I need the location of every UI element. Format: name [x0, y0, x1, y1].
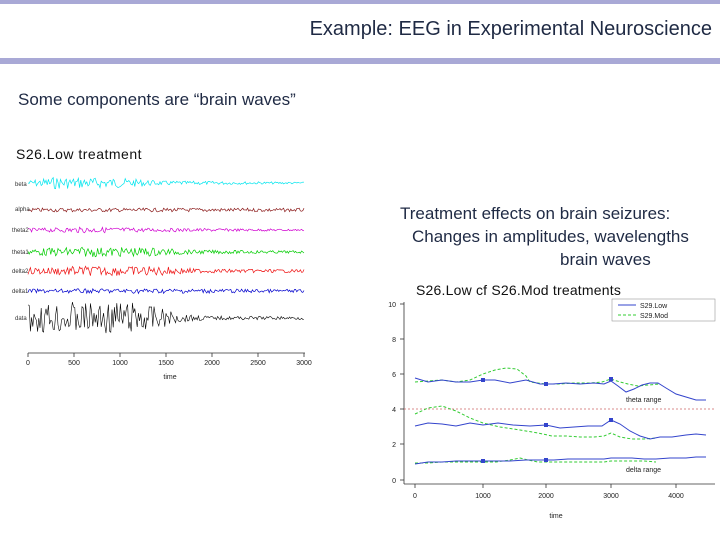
- trace-theta1: [27, 246, 305, 258]
- top-accent-bar: [0, 0, 720, 4]
- legend-label-mod: S29.Mod: [640, 313, 668, 320]
- treatment-comparison-plot: 0 2 4 6 8 10 0 1000 2000 3000 4000 time …: [388, 298, 716, 520]
- theta-range-curves: theta range: [414, 367, 706, 404]
- channel-label-theta2: theta2: [12, 228, 29, 234]
- slide-subtitle: Some components are “brain waves”: [18, 90, 296, 109]
- trace-theta2: [27, 226, 305, 234]
- left-x-tick-3000: 3000: [296, 360, 312, 367]
- treatment-markers: [481, 377, 613, 463]
- theta-range-label: theta range: [626, 397, 662, 404]
- right-y-tick-2: 2: [392, 442, 396, 449]
- left-x-tick-500: 500: [68, 360, 80, 367]
- channel-label-theta1: theta1: [12, 250, 29, 256]
- legend-label-low: S29.Low: [640, 303, 668, 310]
- slide-title: Example: EEG in Experimental Neuroscienc…: [309, 18, 712, 40]
- right-x-tick-2000: 2000: [538, 493, 554, 500]
- right-y-tick-10: 10: [388, 302, 396, 309]
- left-x-axis-label: time: [163, 374, 176, 381]
- mid-range-curves: [414, 405, 707, 440]
- trace-delta1: [27, 287, 305, 295]
- left-channel-labels: beta alpha theta2 theta1 delta2 delta1 d…: [12, 182, 30, 322]
- trace-beta: [27, 176, 305, 190]
- left-plot-label: S26.Low treatment: [16, 146, 143, 162]
- marker: [544, 423, 548, 427]
- marker: [609, 377, 613, 381]
- channel-label-delta2: delta2: [12, 269, 29, 275]
- left-x-tick-2500: 2500: [250, 360, 266, 367]
- right-text-line-3: brain waves: [560, 250, 651, 269]
- trace-alpha: [27, 207, 305, 213]
- left-x-ticks: 0 500 1000 1500 2000 2500 3000: [26, 353, 312, 367]
- title-rule: [0, 58, 720, 64]
- right-y-tick-8: 8: [392, 337, 396, 344]
- marker: [481, 378, 485, 382]
- right-text-line-2: Changes in amplitudes, wavelengths: [412, 227, 689, 246]
- marker: [544, 458, 548, 462]
- right-y-tick-0: 0: [392, 478, 396, 485]
- right-x-tick-4000: 4000: [668, 493, 684, 500]
- right-x-tick-0: 0: [413, 493, 417, 500]
- right-x-ticks: 0 1000 2000 3000 4000: [413, 484, 684, 500]
- left-x-tick-1000: 1000: [112, 360, 128, 367]
- marker: [544, 382, 548, 386]
- delta-range-curves: delta range: [414, 456, 706, 474]
- treatment-effects-text: Treatment effects on brain seizures: Cha…: [390, 202, 715, 271]
- right-y-tick-4: 4: [392, 407, 396, 414]
- channel-label-delta1: delta1: [12, 289, 29, 295]
- right-legend: S29.Low S29.Mod: [611, 298, 716, 322]
- right-x-tick-1000: 1000: [475, 493, 491, 500]
- trace-data: [27, 302, 305, 334]
- marker: [481, 459, 485, 463]
- right-x-axis-label: time: [549, 513, 562, 520]
- right-y-tick-6: 6: [392, 372, 396, 379]
- trace-delta2: [27, 265, 305, 277]
- right-plot-label: S26.Low cf S26.Mod treatments: [416, 282, 622, 298]
- delta-range-label: delta range: [626, 467, 661, 474]
- right-x-tick-3000: 3000: [603, 493, 619, 500]
- marker: [609, 418, 613, 422]
- eeg-component-plot: beta alpha theta2 theta1 delta2 delta1 d…: [12, 176, 312, 381]
- right-text-line-1: Treatment effects on brain seizures:: [400, 204, 671, 223]
- right-y-ticks: 0 2 4 6 8 10: [388, 302, 404, 485]
- left-x-tick-1500: 1500: [158, 360, 174, 367]
- channel-label-alpha: alpha: [15, 207, 30, 213]
- channel-label-data: data: [15, 316, 27, 322]
- eeg-traces: [27, 176, 305, 334]
- left-x-tick-2000: 2000: [204, 360, 220, 367]
- left-x-tick-0: 0: [26, 360, 30, 367]
- channel-label-beta: beta: [15, 182, 27, 188]
